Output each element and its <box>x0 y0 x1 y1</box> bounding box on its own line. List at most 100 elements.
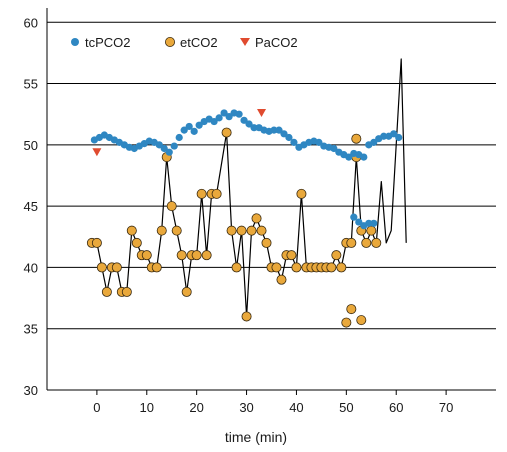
tcpco2-point <box>350 213 358 221</box>
tcpco2-point <box>345 153 353 161</box>
y-tick-label: 45 <box>24 199 38 214</box>
tcpco2-point <box>170 142 178 150</box>
etco2-point <box>126 225 137 236</box>
etco2-point <box>246 225 257 236</box>
etco2-point <box>226 225 237 236</box>
etco2-line <box>91 58 407 318</box>
etco2-point <box>181 286 192 297</box>
y-tick-label: 55 <box>24 77 38 92</box>
etco2-point <box>356 315 367 326</box>
data-marks <box>86 108 403 328</box>
tcpco2-point <box>280 130 288 138</box>
tcpco2-point <box>195 121 203 129</box>
paco2-legend-marker <box>240 38 250 46</box>
etco2-point <box>271 262 282 273</box>
tcpco2-point <box>370 219 378 227</box>
x-tick-label: 60 <box>389 400 403 415</box>
axes <box>46 8 496 395</box>
etco2-point <box>166 201 177 212</box>
tcpco2-point <box>365 219 373 227</box>
etco2-point <box>291 262 302 273</box>
tcpco2-point <box>270 126 278 134</box>
tcpco2-point <box>165 148 173 156</box>
etco2-point <box>171 225 182 236</box>
etco2-point <box>336 262 347 273</box>
etco2-point <box>276 274 287 285</box>
etco2-point <box>331 250 342 261</box>
tcpco2-legend-label: tcPCO2 <box>85 35 131 50</box>
tcpco2-point <box>190 127 198 135</box>
x-tick-label: 10 <box>140 400 154 415</box>
tcpco2-point <box>220 109 228 117</box>
etco2-point <box>251 213 262 224</box>
y-tick-label: 50 <box>24 138 38 153</box>
etco2-point <box>286 250 297 261</box>
tcpco2-point <box>160 144 168 153</box>
tcpco2-point <box>370 138 378 146</box>
x-tick-label: 20 <box>189 400 203 415</box>
tcpco2-point <box>330 144 338 153</box>
etco2-point <box>346 304 357 315</box>
etco2-point <box>341 317 352 328</box>
tcpco2-point <box>285 133 293 142</box>
tcpco2-point <box>250 124 258 132</box>
tcpco2-point <box>290 138 298 146</box>
etco2-point <box>231 262 242 273</box>
legend: tcPCO2 etCO2 PaCO2 <box>71 35 298 50</box>
etco2-point <box>131 237 142 248</box>
etco2-point <box>346 237 357 248</box>
y-tick-label: 60 <box>24 15 38 30</box>
x-tick-label: 30 <box>239 400 253 415</box>
etco2-point <box>371 237 382 248</box>
x-tick-label: 70 <box>439 400 453 415</box>
etco2-point <box>211 188 222 199</box>
tcpco2-point <box>355 218 363 226</box>
tcpco2-point <box>275 126 283 134</box>
x-axis-title: time (min) <box>225 429 287 445</box>
etco2-point <box>191 250 202 261</box>
etco2-legend-marker <box>164 37 175 48</box>
etco2-point <box>96 262 107 273</box>
y-tick-label: 35 <box>24 322 38 337</box>
paco2-point <box>257 108 267 117</box>
etco2-point <box>221 127 232 138</box>
y-tick-label: 30 <box>24 383 38 398</box>
x-tick-label: 40 <box>289 400 303 415</box>
tcpco2-legend-marker <box>71 38 79 46</box>
etco2-point <box>91 237 102 248</box>
tcpco2-point <box>185 122 193 131</box>
tick-labels: 30 35 40 45 50 55 60 0 10 20 30 40 50 60 70 <box>24 15 454 415</box>
etco2-series-line <box>91 58 407 318</box>
tcpco2-point <box>240 116 248 124</box>
etco2-point <box>151 262 162 273</box>
tcpco2-point <box>380 132 388 140</box>
tcpco2-point <box>395 133 403 142</box>
etco2-point <box>101 286 112 297</box>
etco2-point <box>351 133 362 144</box>
tcpco2-point <box>210 117 218 126</box>
tcpco2-point <box>245 120 253 128</box>
tcpco2-point <box>215 114 223 122</box>
etco2-point <box>156 225 167 236</box>
etco2-point <box>326 262 337 273</box>
paco2-point <box>92 148 102 157</box>
paco2-legend-label: PaCO2 <box>255 35 298 50</box>
etco2-point <box>261 237 272 248</box>
etco2-point <box>366 225 377 236</box>
etco2-point <box>121 286 132 297</box>
tcpco2-point <box>360 153 368 161</box>
etco2-point <box>176 250 187 261</box>
x-tick-label: 0 <box>93 400 100 415</box>
tcpco2-point <box>235 110 243 118</box>
etco2-point <box>141 250 152 261</box>
etco2-point <box>111 262 122 273</box>
x-tick-label: 50 <box>339 400 353 415</box>
etco2-point <box>361 237 372 248</box>
tcpco2-point <box>155 141 163 149</box>
etco2-point <box>296 188 307 199</box>
tcpco2-point <box>390 130 398 138</box>
gridlines <box>47 21 496 330</box>
etco2-point <box>241 311 252 322</box>
tcpco2-point <box>315 138 323 146</box>
